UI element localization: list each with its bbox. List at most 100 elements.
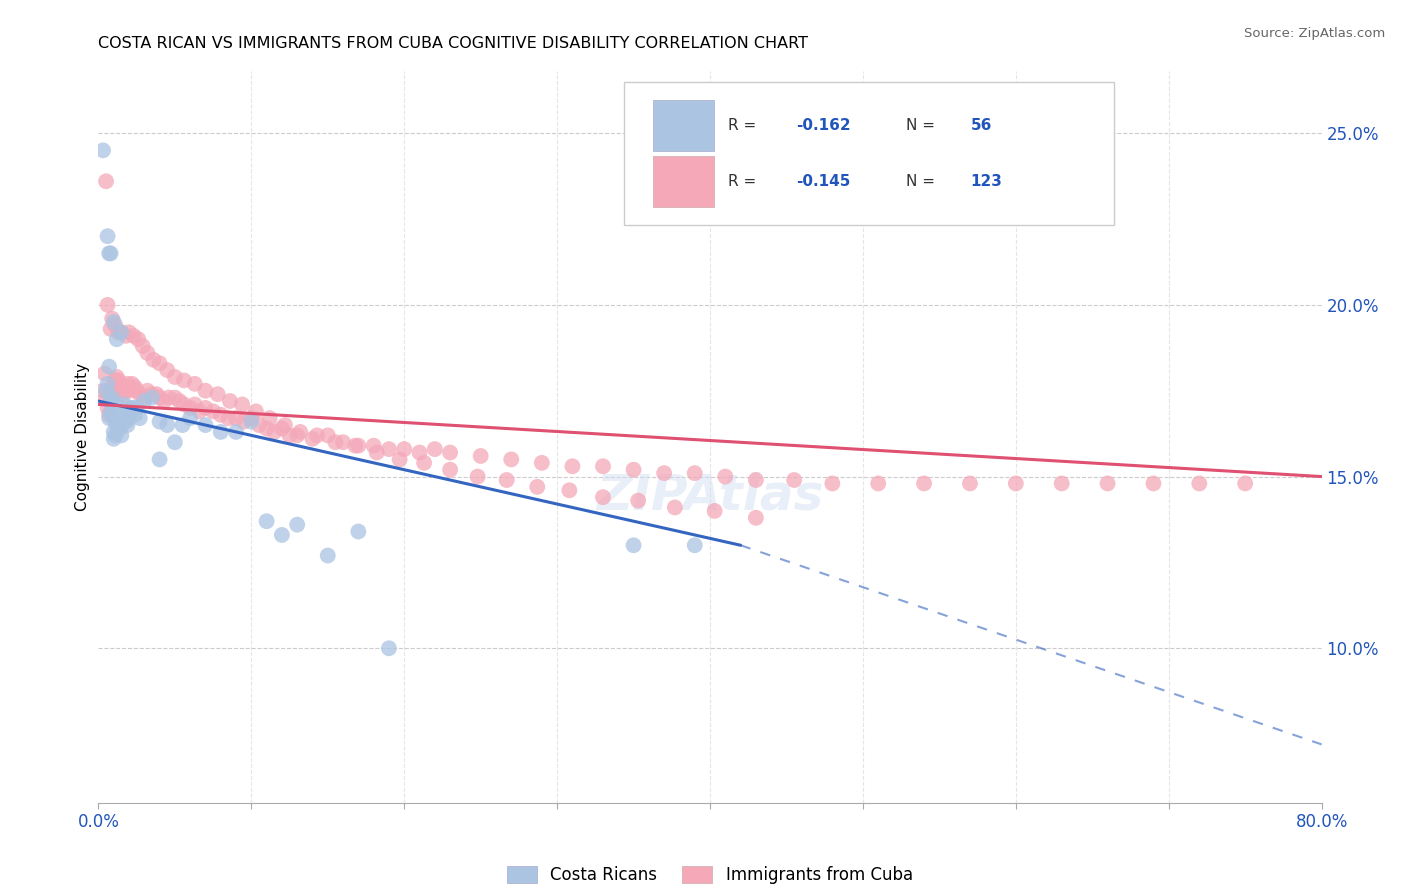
- Point: [232, 415, 254, 429]
- Point: [225, 411, 247, 425]
- Point: [439, 463, 461, 477]
- Point: [225, 425, 247, 439]
- Point: [240, 411, 263, 425]
- Point: [209, 425, 232, 439]
- Point: [94, 174, 117, 188]
- Point: [301, 432, 323, 446]
- Point: [470, 449, 492, 463]
- Point: [110, 428, 132, 442]
- Point: [100, 394, 122, 409]
- Point: [103, 315, 125, 329]
- Point: [179, 411, 201, 425]
- Point: [278, 428, 301, 442]
- Point: [98, 359, 121, 374]
- FancyBboxPatch shape: [652, 100, 714, 151]
- Point: [1004, 476, 1026, 491]
- Point: [110, 326, 132, 340]
- Point: [107, 373, 129, 387]
- Point: [623, 538, 645, 552]
- Point: [1188, 476, 1211, 491]
- Point: [344, 439, 367, 453]
- Point: [179, 401, 201, 415]
- Point: [245, 404, 267, 418]
- Point: [526, 480, 548, 494]
- Point: [363, 439, 385, 453]
- Point: [285, 428, 308, 442]
- Point: [149, 452, 172, 467]
- Point: [347, 524, 370, 539]
- Point: [1234, 476, 1257, 491]
- Point: [1050, 476, 1073, 491]
- Text: 123: 123: [970, 174, 1002, 189]
- Point: [101, 408, 124, 422]
- Point: [141, 387, 163, 401]
- Point: [413, 456, 436, 470]
- Point: [103, 425, 125, 439]
- Point: [231, 397, 253, 411]
- FancyBboxPatch shape: [624, 82, 1114, 225]
- Point: [652, 466, 675, 480]
- Text: N =: N =: [905, 118, 939, 133]
- Point: [98, 408, 121, 422]
- Point: [91, 384, 114, 398]
- Text: R =: R =: [728, 174, 762, 189]
- FancyBboxPatch shape: [652, 156, 714, 208]
- Point: [149, 415, 172, 429]
- Point: [105, 332, 128, 346]
- Point: [125, 384, 148, 398]
- Point: [240, 415, 263, 429]
- Point: [558, 483, 581, 498]
- Point: [202, 404, 225, 418]
- Point: [149, 391, 172, 405]
- Point: [270, 421, 292, 435]
- Point: [392, 442, 416, 456]
- Text: ZIPAtlas: ZIPAtlas: [596, 472, 824, 520]
- Point: [745, 510, 768, 524]
- Point: [94, 384, 117, 398]
- Point: [110, 384, 132, 398]
- Point: [1142, 476, 1164, 491]
- Point: [104, 318, 127, 333]
- Point: [347, 439, 370, 453]
- Point: [136, 346, 159, 360]
- Point: [219, 394, 242, 409]
- Point: [105, 418, 128, 433]
- Point: [285, 517, 308, 532]
- Point: [100, 404, 122, 418]
- Point: [173, 397, 195, 411]
- Point: [105, 370, 128, 384]
- Point: [149, 356, 172, 370]
- Point: [108, 421, 131, 435]
- Point: [125, 401, 148, 415]
- Point: [124, 408, 146, 422]
- Point: [378, 442, 401, 456]
- Point: [821, 476, 844, 491]
- Point: [112, 380, 135, 394]
- Point: [683, 466, 706, 480]
- Point: [163, 391, 186, 405]
- Point: [561, 459, 583, 474]
- Point: [117, 418, 139, 433]
- Point: [184, 376, 207, 391]
- Point: [112, 397, 135, 411]
- Point: [163, 435, 186, 450]
- Point: [142, 352, 165, 367]
- Point: [270, 528, 292, 542]
- Point: [107, 326, 129, 340]
- Point: [104, 415, 127, 429]
- Point: [530, 456, 553, 470]
- Point: [188, 404, 211, 418]
- Point: [501, 452, 523, 467]
- Point: [423, 442, 446, 456]
- Point: [104, 428, 127, 442]
- Point: [623, 463, 645, 477]
- Point: [101, 311, 124, 326]
- Point: [110, 411, 132, 425]
- Point: [118, 384, 141, 398]
- Point: [247, 418, 270, 433]
- Point: [157, 391, 180, 405]
- Point: [97, 229, 120, 244]
- Point: [439, 445, 461, 459]
- Point: [256, 421, 278, 435]
- Point: [156, 363, 179, 377]
